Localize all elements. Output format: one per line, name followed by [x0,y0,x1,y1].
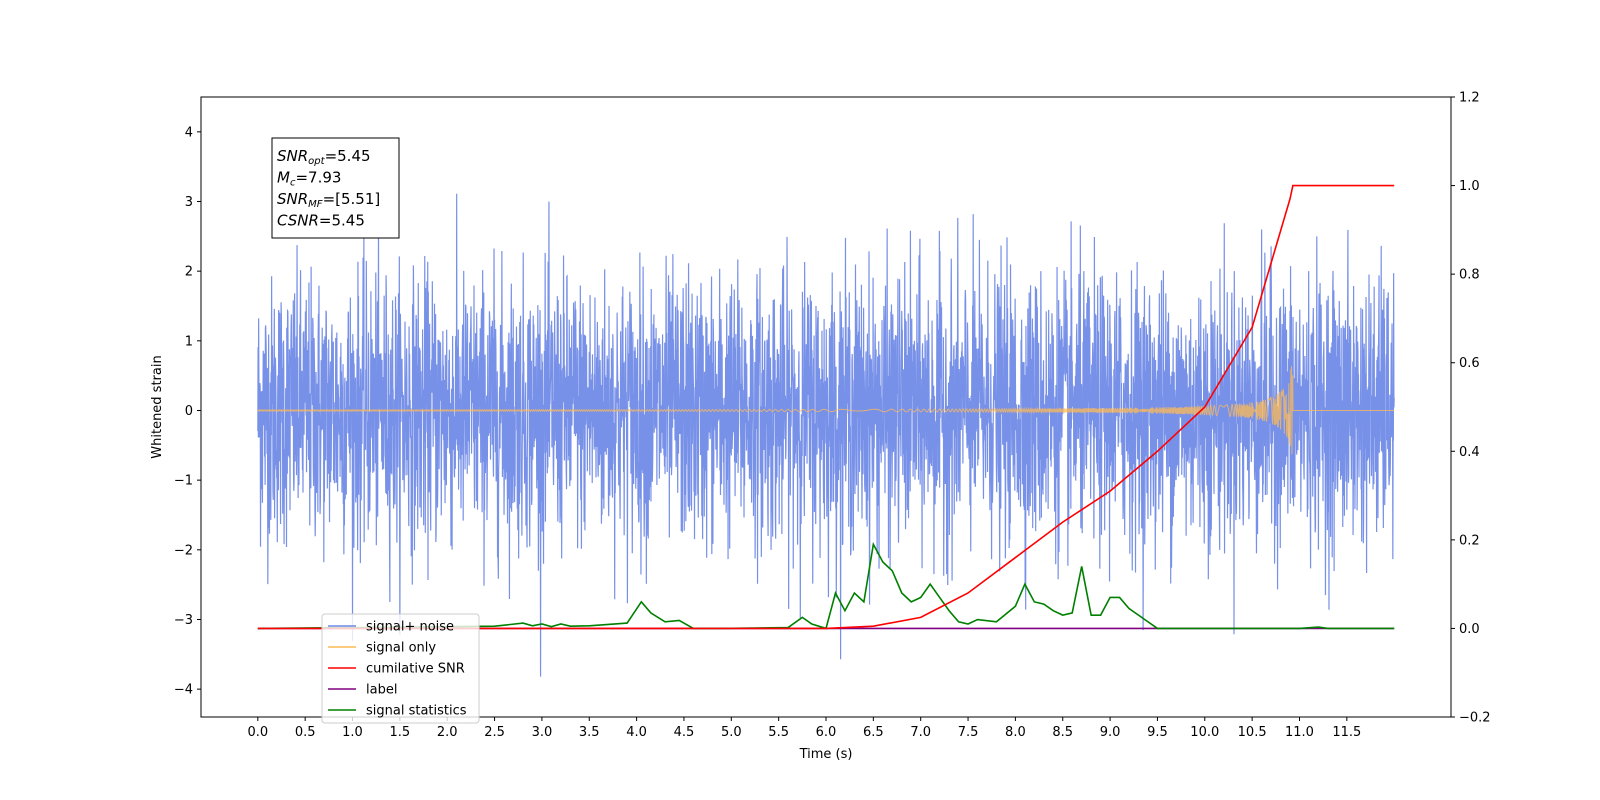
annotation-value: =7.93 [295,169,341,187]
annotation-symbol: M [277,169,290,187]
annotation-symbol: SNR [277,190,308,208]
legend-label: cumilative SNR [366,662,465,677]
y2-tick-label: 0.0 [1459,622,1480,637]
x-tick-label: 9.0 [1100,725,1121,740]
annotation-line: CSNR=5.45 [277,212,365,230]
x-tick-label: 7.0 [910,725,931,740]
annotation-symbol: CSNR [277,212,319,230]
annotation-value: =5.45 [319,212,365,230]
x-tick-label: 6.5 [863,725,884,740]
x-tick-label: 11.5 [1332,725,1361,740]
y-axis-label: Whitened strain [150,355,165,458]
y2-tick-label: −0.2 [1459,711,1491,726]
y-tick-label: −1 [174,474,193,489]
x-tick-label: 8.0 [1005,725,1026,740]
legend-label: label [366,683,397,698]
y-axis-left: −4 −3 −2 −1 0 1 2 3 4 [174,125,201,698]
y-tick-label: 4 [185,125,193,140]
y-tick-label: 0 [185,404,193,419]
x-tick-label: 1.5 [390,725,411,740]
annotation-subscript: opt [308,156,325,167]
x-tick-label: 5.5 [768,725,789,740]
x-tick-label: 5.0 [721,725,742,740]
x-tick-label: 9.5 [1147,725,1168,740]
x-tick-label: 3.5 [579,725,600,740]
annotation-line: SNRopt=5.45 [277,147,371,167]
x-tick-label: 3.0 [532,725,553,740]
x-tick-label: 0.0 [247,725,268,740]
x-tick-label: 0.5 [295,725,316,740]
series-cumulative-snr-line [257,184,1395,630]
x-tick-label: 10.5 [1238,725,1267,740]
x-axis: 0.0 0.5 1.0 1.5 2.0 2.5 3.0 3.5 4.0 4.5 5.0 5.5 6.0 6… [247,717,1361,740]
annotation-line: Mc=7.93 [277,169,341,189]
series-signal-statistics-line [257,541,1395,630]
y2-tick-label: 0.4 [1459,445,1480,460]
y-tick-label: 2 [185,265,193,280]
annotation-subscript: MF [308,199,323,210]
y-tick-label: −4 [174,683,193,698]
x-tick-label: 11.0 [1285,725,1314,740]
y2-tick-label: 0.6 [1459,356,1480,371]
x-tick-label: 4.5 [674,725,695,740]
y-tick-label: 1 [185,334,193,349]
x-tick-label: 1.0 [342,725,363,740]
x-tick-label: 6.0 [816,725,837,740]
x-axis-label: Time (s) [799,747,853,762]
x-tick-label: 8.5 [1052,725,1073,740]
legend-label: signal+ noise [366,620,454,635]
y-axis-right: −0.2 0.0 0.2 0.4 0.6 0.8 1.0 1.2 [1451,91,1491,726]
x-tick-label: 10.0 [1190,725,1219,740]
annotation-value: =5.45 [325,147,371,165]
legend: signal+ noise signal only cumilative SNR la… [321,613,480,724]
legend-frame [321,613,480,724]
annotation-symbol: SNR [277,147,308,165]
x-tick-label: 4.0 [626,725,647,740]
y-tick-label: 3 [185,195,193,210]
y2-tick-label: 1.2 [1459,91,1480,106]
x-tick-label: 2.5 [484,725,505,740]
x-tick-label: 2.0 [437,725,458,740]
y2-tick-label: 1.0 [1459,179,1480,194]
annotation-frame [271,137,400,239]
y2-tick-label: 0.2 [1459,533,1480,548]
annotation-line: SNRMF=[5.51] [277,190,380,210]
annotation-subscript: c [290,178,296,189]
annotation-value: =[5.51] [323,190,381,208]
x-tick-label: 7.5 [958,725,979,740]
legend-label: signal only [366,641,436,656]
y-tick-label: −3 [174,613,193,628]
legend-label: signal statistics [366,704,467,719]
series-signal-only-line [257,366,1395,455]
y-tick-label: −2 [174,543,193,558]
y2-tick-label: 0.8 [1459,268,1480,283]
